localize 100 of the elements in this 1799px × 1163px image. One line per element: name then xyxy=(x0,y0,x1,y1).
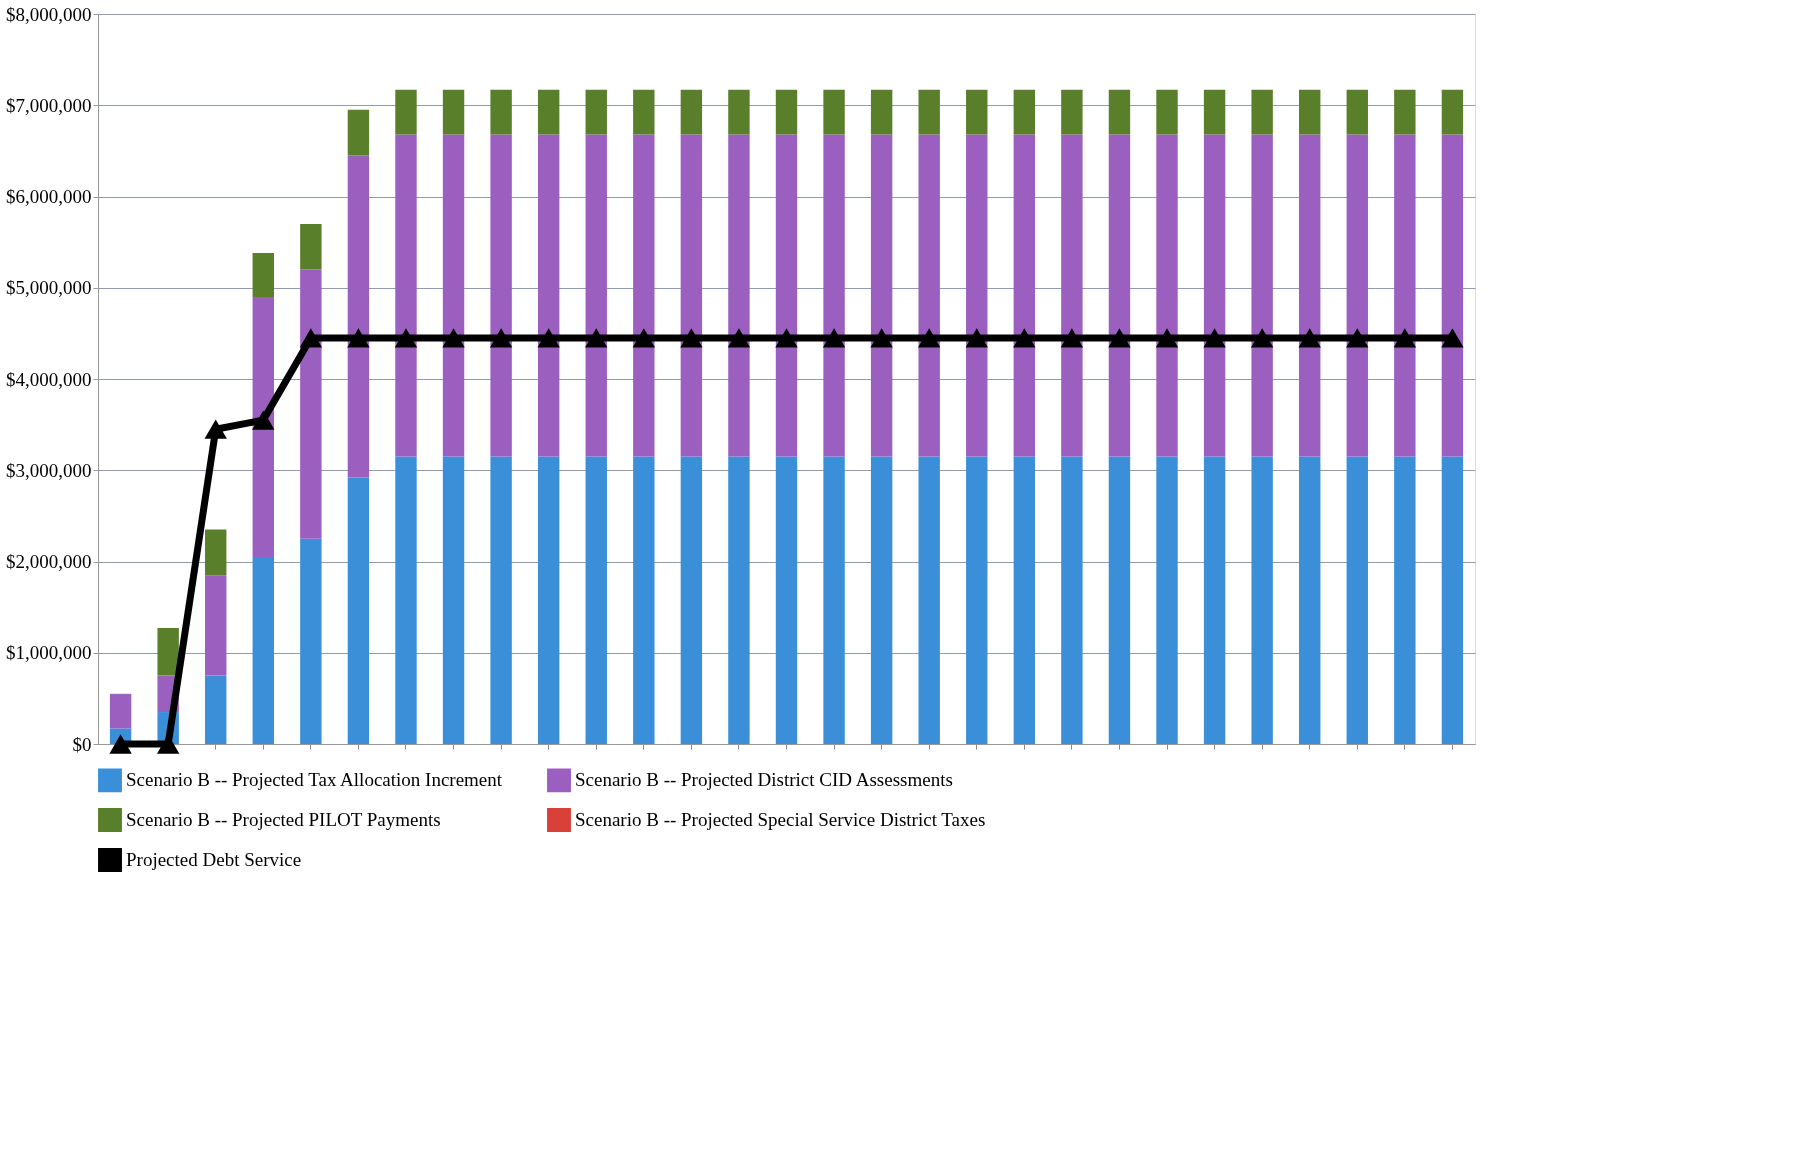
bar xyxy=(585,456,607,744)
bar xyxy=(1299,456,1321,744)
bar xyxy=(300,269,322,539)
bar xyxy=(490,134,512,457)
bar xyxy=(347,109,370,156)
bar xyxy=(633,89,655,135)
bar xyxy=(1346,89,1368,135)
bar xyxy=(205,529,227,576)
legend-label: Projected Debt Service xyxy=(126,849,302,870)
bar xyxy=(966,456,988,744)
y-tick-label: $7,000,000 xyxy=(6,94,92,116)
bar xyxy=(1346,134,1368,457)
point xyxy=(1250,328,1274,348)
y-tick-label: $5,000,000 xyxy=(6,277,92,299)
bar xyxy=(1061,89,1083,135)
bar xyxy=(680,134,703,457)
bar xyxy=(1108,89,1131,135)
bar xyxy=(1441,134,1464,457)
bar xyxy=(728,134,750,457)
bar xyxy=(1394,134,1416,457)
bar xyxy=(252,556,274,744)
bar xyxy=(870,134,893,457)
bar xyxy=(918,456,940,744)
bar xyxy=(395,134,417,457)
point xyxy=(870,328,893,348)
bar xyxy=(1441,456,1464,744)
bar xyxy=(1156,134,1178,457)
bar xyxy=(1251,456,1273,744)
y-tick-label: $0 xyxy=(72,733,92,755)
bar xyxy=(157,628,179,676)
bar xyxy=(1203,456,1226,744)
point xyxy=(1060,328,1084,348)
bar xyxy=(252,296,274,557)
legend-label: Scenario B -- Projected Special Service District Taxes xyxy=(575,809,986,830)
point xyxy=(1393,328,1417,348)
bar xyxy=(1251,134,1273,457)
bar xyxy=(252,253,274,297)
bar xyxy=(1061,134,1083,457)
point xyxy=(822,328,846,348)
bar xyxy=(442,89,465,135)
point xyxy=(442,328,465,348)
bar xyxy=(966,89,988,135)
bar xyxy=(205,675,227,744)
bar xyxy=(728,89,750,135)
bar xyxy=(1251,89,1273,135)
bar xyxy=(1061,456,1083,744)
point xyxy=(632,328,655,348)
bar xyxy=(680,456,703,744)
bar xyxy=(1299,134,1321,457)
bar xyxy=(633,134,655,457)
legend-label: Scenario B -- Projected Tax Allocation Increment xyxy=(126,769,503,791)
bar xyxy=(1203,134,1226,457)
y-tick-label: $6,000,000 xyxy=(6,186,92,207)
bar xyxy=(1394,456,1416,744)
bar xyxy=(205,575,227,676)
bar xyxy=(347,477,370,744)
point xyxy=(489,328,513,348)
bar xyxy=(1108,134,1131,457)
bar xyxy=(775,456,798,744)
point xyxy=(1298,328,1321,348)
bar xyxy=(1156,89,1178,135)
bar xyxy=(966,134,988,457)
bar xyxy=(442,456,465,744)
bar xyxy=(918,134,940,457)
bar xyxy=(823,456,845,744)
bar xyxy=(537,134,560,457)
bar xyxy=(585,134,607,457)
point xyxy=(1155,328,1179,348)
bar xyxy=(728,456,750,744)
bar xyxy=(1441,89,1464,135)
point xyxy=(347,328,370,348)
legend-label: Scenario B -- Projected PILOT Payments xyxy=(126,809,441,830)
point xyxy=(918,328,941,348)
bar xyxy=(1156,456,1178,744)
point xyxy=(1346,328,1369,348)
bar xyxy=(775,134,798,457)
point xyxy=(299,328,323,348)
bar xyxy=(680,89,703,135)
y-tick-label: $4,000,000 xyxy=(6,368,92,390)
bar xyxy=(870,89,893,135)
bar xyxy=(775,89,798,135)
point xyxy=(1108,328,1131,348)
bar xyxy=(1013,456,1036,744)
bar xyxy=(300,223,322,270)
bar xyxy=(1203,89,1226,135)
point xyxy=(965,328,988,348)
bar xyxy=(490,89,512,135)
point xyxy=(252,410,275,430)
bar xyxy=(918,89,940,135)
bar xyxy=(442,134,465,457)
y-tick-label: $1,000,000 xyxy=(6,642,92,664)
bar xyxy=(1346,456,1368,744)
bar xyxy=(395,456,417,744)
bar xyxy=(1013,89,1036,135)
bar xyxy=(347,155,370,478)
y-tick-label: $2,000,000 xyxy=(6,551,92,572)
point xyxy=(727,328,751,348)
bar xyxy=(1394,89,1416,135)
point xyxy=(1203,328,1226,348)
point xyxy=(204,419,227,439)
